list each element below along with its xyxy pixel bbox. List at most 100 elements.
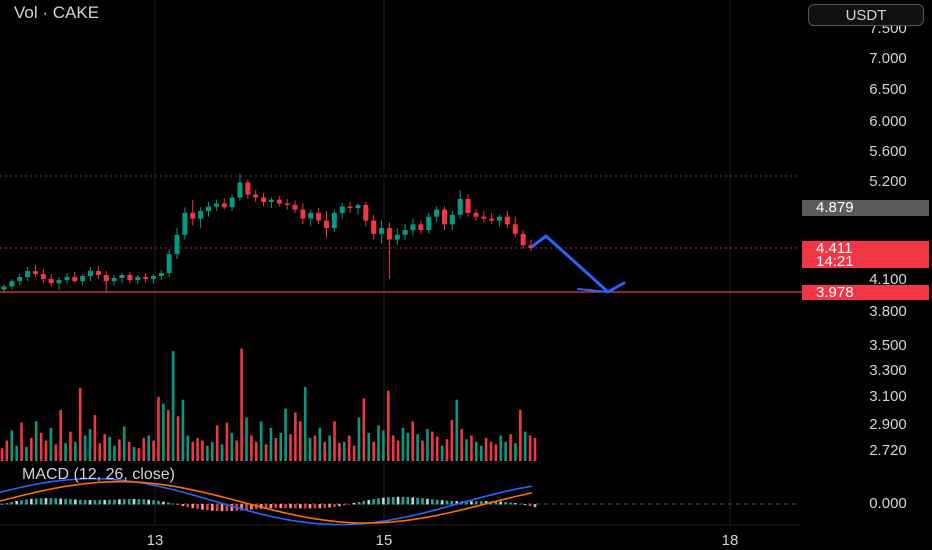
macd-histogram-bar — [137, 499, 141, 505]
macd-histogram-bar — [382, 497, 385, 505]
macd-histogram-bar — [98, 500, 102, 505]
macd-histogram-bar — [318, 504, 322, 509]
volume-bar — [274, 438, 278, 461]
macd-histogram-bar — [431, 499, 434, 505]
macd-histogram-bar — [509, 502, 512, 505]
volume-bar — [313, 435, 317, 461]
macd-histogram-bar — [391, 496, 395, 505]
volume-bar — [259, 421, 263, 461]
volume-bar — [157, 397, 160, 461]
candle-body — [17, 277, 23, 282]
volume-bar — [210, 441, 214, 461]
volume-bar — [74, 441, 77, 461]
macd-histogram-bar — [313, 504, 317, 509]
candle-body — [347, 206, 353, 208]
macd-histogram-bar — [30, 498, 33, 505]
candle-body — [32, 271, 38, 275]
volume-bar — [318, 427, 322, 461]
volume-bar — [401, 427, 405, 461]
candle-body — [166, 254, 172, 274]
macd-histogram-bar — [528, 504, 532, 507]
macd-histogram-bar — [191, 504, 195, 509]
macd-histogram-bar — [210, 504, 214, 511]
volume-bar — [377, 425, 380, 461]
candle-body — [308, 212, 314, 219]
price-tick: 5.200 — [869, 173, 907, 190]
volume-bar — [118, 439, 121, 461]
macd-histogram-bar — [284, 504, 287, 509]
candle-body — [48, 279, 54, 284]
volume-bar — [367, 432, 371, 461]
price-tick: 3.300 — [869, 362, 907, 379]
volume-bar — [494, 444, 498, 461]
macd-histogram-bar — [206, 504, 209, 511]
price-tick: 2.900 — [869, 416, 907, 433]
candle-body — [25, 271, 31, 278]
volume-bar — [328, 435, 331, 461]
horizontal-line-badge: 3.978 — [802, 285, 929, 300]
last-price-badge: 4.411 14:21 — [802, 241, 929, 270]
volume-bar — [108, 436, 111, 461]
macd-histogram-bar — [10, 501, 14, 505]
macd-histogram-bar — [245, 504, 248, 510]
volume-bar — [528, 435, 532, 461]
macd-histogram-bar — [357, 501, 361, 505]
volume-bar — [64, 443, 67, 461]
macd-histogram-bar — [240, 504, 243, 511]
countdown-value: 14:21 — [816, 253, 854, 270]
macd-histogram-bar — [367, 499, 371, 505]
currency-button[interactable]: USDT — [808, 4, 924, 26]
macd-histogram-bar — [523, 504, 527, 506]
volume-bar — [191, 441, 195, 461]
macd-histogram-bar — [328, 504, 331, 508]
candle-body — [481, 216, 487, 219]
volume-bar — [347, 435, 351, 461]
candle-body — [198, 211, 204, 219]
macd-histogram-bar — [362, 500, 366, 505]
volume-bar — [215, 425, 219, 461]
candle-body — [158, 273, 164, 277]
volume-bar — [147, 435, 150, 461]
candle-body — [261, 197, 267, 202]
macd-histogram-bar — [274, 504, 278, 509]
candle-body — [111, 278, 117, 282]
price-tick: 7.000 — [869, 50, 907, 67]
time-axis[interactable]: 13 15 18 — [147, 532, 739, 549]
volume-bar — [421, 440, 424, 461]
candle-body — [402, 230, 408, 235]
macd-histogram-bar — [455, 501, 459, 505]
volume-bar — [166, 409, 170, 461]
candle-body — [237, 182, 243, 198]
macd-histogram-bar — [401, 496, 405, 505]
volume-bar — [206, 445, 209, 461]
candle-body — [174, 234, 180, 255]
macd-histogram-bar — [181, 504, 185, 507]
macd-histogram-bar — [298, 504, 302, 509]
volume-bar — [264, 444, 268, 461]
volume-bar — [235, 440, 239, 461]
macd-histogram-bar — [171, 503, 175, 505]
macd-histogram-bar — [352, 502, 356, 505]
macd-histogram-bar — [49, 498, 53, 505]
macd-histogram-bar — [269, 504, 273, 509]
macd-histogram-bar — [166, 502, 170, 505]
drawing-overlays[interactable] — [0, 234, 802, 294]
macd-histogram-bar — [142, 499, 146, 505]
volume-bar — [426, 429, 429, 461]
volume-bar — [470, 435, 473, 461]
candle-body — [143, 277, 149, 279]
volume-bar — [25, 446, 28, 461]
volume-bar — [357, 417, 361, 461]
candle-body — [88, 271, 94, 277]
volume-bar — [201, 440, 204, 461]
chart-grid — [0, 0, 800, 526]
volume-bar — [39, 432, 43, 461]
candlesticks — [1, 173, 534, 293]
candle-body — [504, 216, 510, 225]
macd-histogram-bar — [15, 500, 18, 505]
price-tick: 6.000 — [869, 113, 907, 130]
current-price-badge: 4.879 — [802, 200, 929, 216]
macd-histogram-bar — [406, 496, 410, 505]
macd-histogram-bar — [132, 499, 136, 505]
